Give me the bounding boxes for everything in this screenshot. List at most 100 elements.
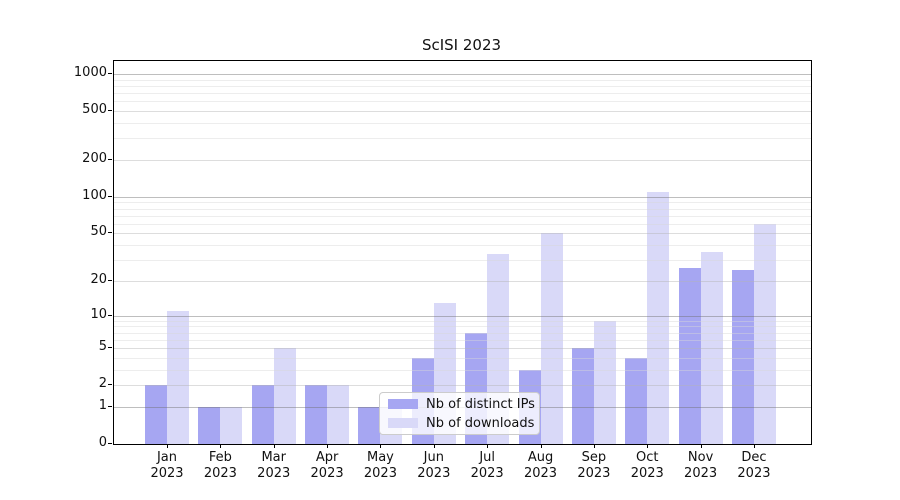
- gridline-500: [114, 111, 811, 113]
- x-tick-year-dec: 2023: [737, 466, 771, 481]
- legend-item-downloads: Nb of downloads: [380, 416, 539, 431]
- x-tick-mark-may: [380, 444, 382, 448]
- bar-nb-of-distinct-ips-oct: [625, 357, 648, 444]
- bar-nb-of-distinct-ips-sep: [571, 348, 594, 444]
- x-tick-mark-aug: [540, 444, 542, 448]
- x-tick-year-jan: 2023: [150, 466, 184, 481]
- y-tick-mark-200: [108, 159, 112, 161]
- y-tick-label-50: 50: [90, 224, 107, 240]
- gridline-minor-300: [114, 138, 811, 140]
- x-tick-mark-mar: [273, 444, 275, 448]
- bar-nb-of-downloads-oct: [647, 191, 670, 444]
- bar-nb-of-downloads-feb: [220, 406, 243, 444]
- x-tick-year-oct: 2023: [630, 466, 664, 481]
- x-tick-year-aug: 2023: [523, 466, 558, 481]
- y-tick-mark-10: [108, 314, 112, 316]
- y-tick-label-10: 10: [90, 306, 107, 322]
- gridline-minor-900: [114, 79, 811, 81]
- bar-nb-of-downloads-nov: [700, 252, 723, 444]
- y-tick-mark-1000: [108, 73, 112, 75]
- y-tick-label-1000: 1000: [73, 65, 107, 81]
- bar-nb-of-downloads-dec: [753, 223, 776, 444]
- x-tick-label-apr: Apr 2023: [295, 450, 359, 482]
- x-tick-label-dec: Dec 2023: [722, 450, 786, 482]
- bar-nb-of-distinct-ips-jan: [145, 385, 167, 444]
- x-tick-year-nov: 2023: [684, 466, 718, 481]
- gridline-100: [114, 196, 811, 198]
- x-tick-mark-feb: [220, 444, 222, 448]
- bar-nb-of-downloads-jan: [167, 310, 189, 444]
- gridline-minor-600: [114, 101, 811, 103]
- x-tick-mark-jan: [167, 444, 168, 448]
- x-tick-mark-dec: [753, 444, 755, 448]
- y-tick-mark-5: [108, 347, 112, 349]
- x-tick-mark-jun: [433, 444, 435, 448]
- y-tick-mark-100: [108, 195, 112, 197]
- legend-label-distinct-ips: Nb of distinct IPs: [426, 396, 535, 412]
- y-tick-label-5: 5: [98, 339, 107, 355]
- y-tick-label-500: 500: [82, 102, 107, 118]
- y-tick-label-20: 20: [90, 271, 107, 287]
- legend-swatch-downloads: [388, 418, 418, 428]
- x-tick-mark-oct: [647, 444, 649, 448]
- y-tick-label-0: 0: [98, 435, 107, 450]
- x-tick-label-nov: Nov 2023: [669, 450, 733, 482]
- bar-nb-of-downloads-aug: [540, 233, 563, 444]
- bar-nb-of-distinct-ips-mar: [251, 385, 274, 444]
- x-tick-label-feb: Feb 2023: [188, 450, 252, 482]
- bar-nb-of-downloads-mar: [273, 348, 296, 444]
- y-tick-mark-50: [108, 232, 112, 234]
- bar-nb-of-distinct-ips-may: [358, 406, 381, 444]
- x-tick-year-mar: 2023: [257, 466, 291, 481]
- bar-nb-of-distinct-ips-nov: [678, 267, 701, 444]
- bar-nb-of-distinct-ips-feb: [198, 406, 221, 444]
- x-tick-year-sep: 2023: [577, 466, 611, 481]
- x-tick-mark-apr: [327, 444, 329, 448]
- chart-title: ScISI 2023: [421, 36, 502, 54]
- legend-item-distinct-ips: Nb of distinct IPs: [380, 397, 539, 412]
- gridline-minor-40: [114, 245, 811, 247]
- y-tick-label-100: 100: [82, 187, 107, 203]
- y-tick-mark-500: [108, 110, 112, 112]
- bar-nb-of-distinct-ips-dec: [731, 269, 754, 444]
- legend-swatch-distinct-ips: [388, 399, 418, 409]
- legend: Nb of distinct IPs Nb of downloads: [379, 392, 540, 435]
- legend-label-downloads: Nb of downloads: [426, 415, 535, 431]
- gridline-minor-800: [114, 85, 811, 87]
- x-tick-year-may: 2023: [363, 466, 397, 481]
- gridline-minor-700: [114, 93, 811, 95]
- bar-nb-of-downloads-sep: [593, 320, 616, 444]
- bar-nb-of-distinct-ips-apr: [305, 385, 328, 444]
- gridline-50: [114, 233, 811, 235]
- gridline-minor-70: [114, 215, 811, 217]
- x-tick-label-oct: Oct 2023: [615, 450, 679, 482]
- y-tick-mark-0: [108, 443, 112, 444]
- gridline-minor-60: [114, 223, 811, 225]
- x-tick-label-may: May 2023: [348, 450, 412, 482]
- gridline-minor-90: [114, 202, 811, 204]
- plot-area: [113, 60, 812, 445]
- x-tick-label-jul: Jul 2023: [455, 450, 519, 482]
- y-tick-label-200: 200: [82, 151, 107, 167]
- y-tick-label-2: 2: [98, 376, 107, 392]
- x-tick-mark-sep: [593, 444, 595, 448]
- x-tick-label-mar: Mar 2023: [242, 450, 306, 482]
- x-tick-label-aug: Aug 2023: [509, 450, 573, 482]
- y-tick-mark-2: [108, 384, 112, 386]
- x-tick-year-jul: 2023: [470, 466, 504, 481]
- x-tick-label-sep: Sep 2023: [562, 450, 626, 482]
- gridline-1000: [114, 74, 811, 76]
- gridline-200: [114, 160, 811, 162]
- x-tick-mark-jul: [487, 444, 489, 448]
- gridline-minor-400: [114, 123, 811, 125]
- y-tick-mark-1: [108, 405, 112, 407]
- y-tick-mark-20: [108, 279, 112, 281]
- bar-nb-of-downloads-apr: [327, 385, 350, 444]
- x-tick-year-feb: 2023: [203, 466, 237, 481]
- x-tick-year-apr: 2023: [310, 466, 344, 481]
- x-tick-mark-nov: [700, 444, 702, 448]
- gridline-minor-80: [114, 208, 811, 210]
- x-tick-label-jan: Jan 2023: [135, 450, 199, 482]
- x-tick-year-jun: 2023: [417, 466, 451, 481]
